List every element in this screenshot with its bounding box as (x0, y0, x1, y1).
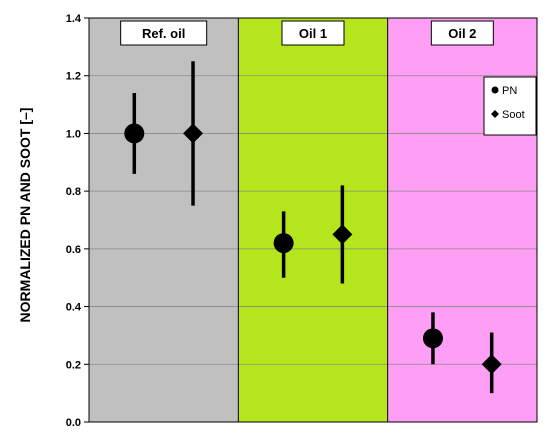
marker-pn (273, 233, 294, 254)
y-tick-label: 1.4 (66, 13, 82, 25)
legend-label: Soot (502, 109, 525, 121)
legend-marker (491, 110, 499, 118)
y-tick-label: 0.6 (66, 244, 81, 256)
plot-frame (88, 17, 538, 423)
y-axis-label: NORMALIZED PN AND SOOT [–] (17, 108, 33, 323)
group-title: Ref. oil (142, 26, 185, 41)
y-tick-label: 1.2 (66, 71, 81, 83)
group-titles: Ref. oil Oil 1 Oil 2 (120, 20, 494, 46)
group-title: Oil 1 (299, 26, 327, 41)
data-markers (124, 123, 502, 375)
legend-box (483, 76, 537, 136)
gridlines (84, 17, 538, 423)
group-background-1 (238, 18, 388, 422)
marker-soot (183, 123, 204, 144)
marker-pn (124, 123, 145, 144)
marker-soot (332, 224, 353, 245)
y-tick-label: 0.8 (66, 186, 81, 198)
y-tick-label: 1.0 (66, 128, 81, 140)
marker-pn (422, 328, 443, 349)
group-title-box (281, 20, 345, 46)
y-tick-label: 0.0 (66, 417, 81, 429)
group-title-box (430, 20, 494, 46)
y-tick-label: 0.4 (66, 302, 82, 314)
group-backgrounds (89, 18, 537, 422)
group-title: Oil 2 (448, 26, 476, 41)
legend-marker (491, 86, 499, 94)
legend: PN Soot (483, 76, 537, 136)
group-title-box (120, 20, 208, 46)
legend-label: PN (502, 85, 517, 97)
y-tick-label: 0.2 (66, 359, 81, 371)
group-background-0 (89, 18, 239, 422)
y-tick-labels: 0.0 0.2 0.4 0.6 0.8 1.0 1.2 1.4 (66, 13, 82, 429)
marker-soot (481, 354, 502, 375)
